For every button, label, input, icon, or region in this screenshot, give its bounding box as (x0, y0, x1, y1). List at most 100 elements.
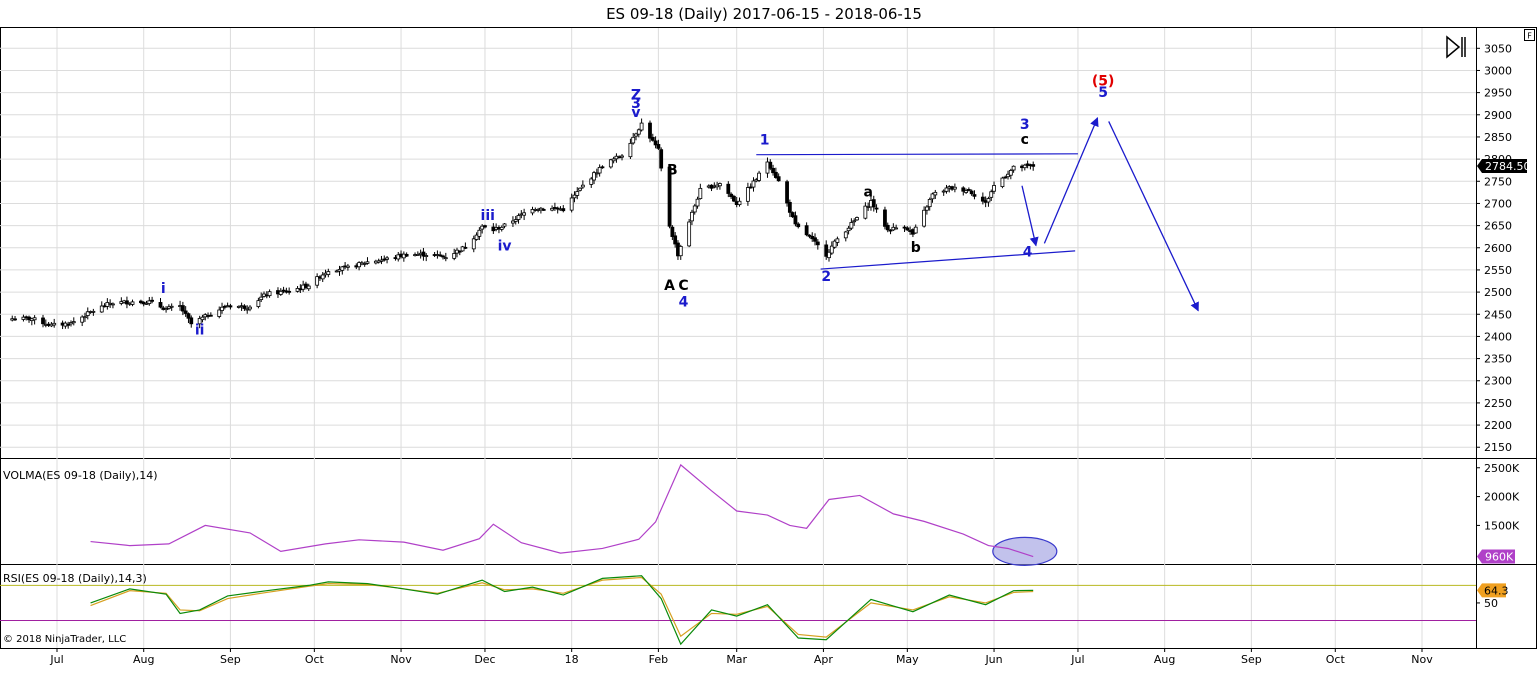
candle-up (608, 159, 613, 168)
candle-up (597, 167, 602, 174)
candle-up (989, 191, 994, 198)
price-tick-label: 2450 (1484, 308, 1512, 321)
candle-down (787, 201, 792, 213)
candle-down (966, 189, 971, 191)
x-tick-label: Aug (133, 653, 154, 666)
candle-up (687, 221, 692, 247)
candle-down (673, 235, 678, 245)
candle-up (718, 183, 722, 187)
candle-up (692, 205, 697, 213)
wave-label: B (667, 163, 678, 179)
candle-down (726, 183, 731, 194)
candle-up (346, 265, 350, 268)
candle-up (832, 240, 837, 248)
candle-down (150, 299, 155, 302)
candle-down (41, 317, 45, 325)
candle-down (404, 254, 409, 257)
candle-down (600, 166, 605, 169)
candle-up (1008, 170, 1013, 176)
candle-up (502, 223, 507, 227)
volma-axis: 2500K 2000K 1500K 960K (1476, 462, 1520, 564)
candle-up (278, 290, 283, 295)
candle-up (217, 309, 222, 317)
candle-down (807, 234, 812, 237)
x-tick-label: Jul (1070, 653, 1084, 666)
wave-label: i (161, 281, 166, 297)
candle-down (180, 305, 185, 312)
wave-label: iii (481, 208, 495, 224)
candle-down (438, 254, 443, 257)
rsi-last-label: 64.3 (1484, 584, 1509, 597)
x-axis-labels: Jul Aug Sep Oct Nov Dec 18 Feb Mar Apr May Jun Jul Au… (49, 648, 1433, 666)
candle-up (511, 220, 515, 224)
candle-up (267, 291, 272, 297)
candle-down (287, 290, 292, 293)
candle-down (183, 310, 188, 314)
candle-down (208, 314, 213, 317)
candle-down (13, 318, 17, 321)
candle-up (569, 197, 574, 211)
candle-up (894, 227, 899, 230)
x-tick-label: Nov (390, 653, 412, 666)
candle-down (653, 140, 658, 146)
candle-up (594, 172, 599, 175)
candle-down (1031, 164, 1036, 167)
candle-down (667, 166, 672, 227)
candle-up (52, 322, 57, 326)
x-tick-label: Feb (649, 653, 668, 666)
wave-label: 1 (760, 132, 770, 148)
candle-down (186, 313, 191, 319)
price-tick-label: 2550 (1484, 264, 1512, 277)
candle-up (986, 198, 991, 203)
candle-up (578, 187, 582, 191)
candle-up (530, 209, 535, 214)
candle-down (66, 323, 71, 326)
candle-up (357, 262, 361, 268)
wave-label: b (911, 240, 921, 256)
price-tick-label: 3000 (1484, 64, 1512, 77)
candle-down (905, 227, 910, 231)
candle-up (922, 209, 927, 227)
candle-up (849, 222, 854, 229)
candle-down (125, 300, 129, 305)
price-tick-label: 2900 (1484, 109, 1512, 122)
volma-plot (90, 463, 1058, 566)
float-toggle-label: F (1527, 32, 1532, 41)
candle-up (1011, 165, 1016, 171)
candle-down (457, 250, 462, 253)
candle-up (1022, 164, 1027, 169)
x-gridlines (56, 28, 1423, 648)
candle-down (732, 195, 736, 202)
candle-down (815, 241, 820, 246)
candle-up (477, 229, 482, 237)
candle-up (197, 318, 202, 325)
candle-up (385, 257, 389, 260)
candle-up (698, 187, 703, 199)
price-tick-label: 2950 (1484, 87, 1512, 100)
candle-up (452, 253, 457, 259)
candle-up (71, 321, 76, 324)
candle-down (771, 167, 775, 174)
price-tick-label: 2500 (1484, 286, 1512, 299)
candle-up (111, 303, 115, 306)
candle-up (695, 198, 700, 207)
price-tick-label: 2650 (1484, 220, 1512, 233)
candle-up (572, 194, 577, 199)
wave-label: c (1021, 132, 1029, 148)
wave-label: Z (631, 87, 641, 103)
candle-down (648, 122, 652, 139)
candle-up (592, 172, 596, 181)
wave-label: 3 (631, 96, 641, 112)
scroll-to-end-icon[interactable] (1446, 35, 1466, 59)
candle-down (656, 144, 661, 149)
price-candles (10, 118, 1036, 330)
wave-label: ii (195, 323, 205, 339)
candle-down (874, 207, 879, 210)
price-tick-label: 2400 (1484, 330, 1512, 343)
candle-up (522, 212, 527, 216)
wave-label: (5) (1092, 74, 1115, 90)
float-toggle-button[interactable]: F (1524, 29, 1535, 41)
candle-down (463, 246, 468, 249)
candle-up (757, 172, 761, 181)
